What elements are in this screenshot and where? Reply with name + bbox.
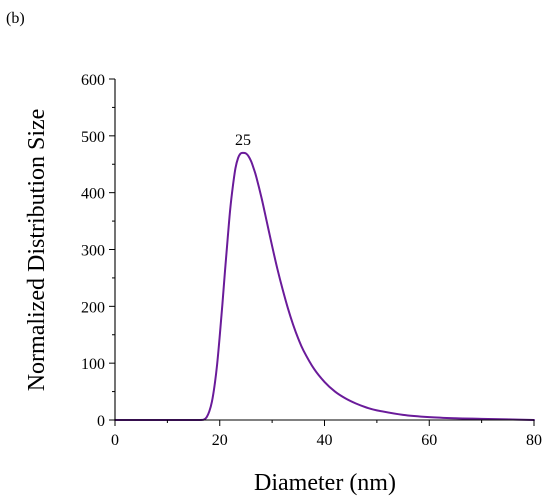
series-line-0: [114, 151, 535, 422]
y-axis-title: Normalized Distribution Size: [24, 109, 50, 392]
x-tick-label: 80: [526, 432, 542, 449]
x-tick-label: 20: [212, 432, 228, 449]
x-tick-label: 40: [317, 432, 333, 449]
panel-label: (b): [6, 10, 25, 27]
y-tick-label: 600: [81, 72, 105, 89]
axes: 0 20 40 60 80 0 100 200 300 400 500 600: [81, 72, 542, 449]
x-tick-label: 60: [421, 432, 437, 449]
y-tick-label: 500: [81, 129, 105, 146]
annotations: 25: [235, 132, 251, 149]
plot-area: [114, 151, 535, 422]
x-axis-title: Diameter (nm): [254, 470, 396, 496]
peak-label: 25: [235, 132, 251, 149]
x-tick-label: 0: [111, 432, 119, 449]
y-tick-label: 100: [81, 356, 105, 373]
y-tick-label: 200: [81, 299, 105, 316]
y-tick-label: 300: [81, 243, 105, 260]
y-tick-label: 0: [97, 413, 105, 430]
y-tick-label: 400: [81, 186, 105, 203]
